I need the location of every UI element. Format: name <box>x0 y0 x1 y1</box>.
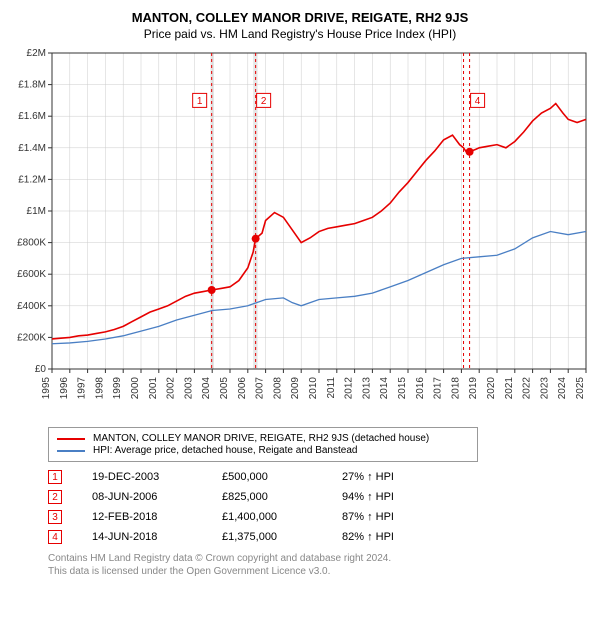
legend-label: HPI: Average price, detached house, Reig… <box>93 445 357 456</box>
event-pct: 87% ↑ HPI <box>342 511 462 523</box>
legend-swatch <box>57 438 85 440</box>
event-pct: 82% ↑ HPI <box>342 531 462 543</box>
svg-text:£2M: £2M <box>27 49 46 59</box>
svg-text:2: 2 <box>261 96 267 107</box>
svg-text:2009: 2009 <box>290 377 301 400</box>
event-price: £1,375,000 <box>222 531 342 543</box>
svg-text:1998: 1998 <box>94 377 105 400</box>
legend-row: MANTON, COLLEY MANOR DRIVE, REIGATE, RH2… <box>57 433 469 444</box>
svg-text:2007: 2007 <box>255 377 266 400</box>
chart-container: MANTON, COLLEY MANOR DRIVE, REIGATE, RH2… <box>0 0 600 584</box>
svg-text:2003: 2003 <box>183 377 194 400</box>
svg-text:2024: 2024 <box>557 377 568 400</box>
events-table: 1 19-DEC-2003£500,00027% ↑ HPI 2 08-JUN-200… <box>48 470 592 544</box>
event-date: 19-DEC-2003 <box>92 471 222 483</box>
svg-text:2004: 2004 <box>201 377 212 400</box>
event-price: £500,000 <box>222 471 342 483</box>
svg-text:1995: 1995 <box>41 377 52 400</box>
legend-row: HPI: Average price, detached house, Reig… <box>57 445 469 456</box>
event-date: 14-JUN-2018 <box>92 531 222 543</box>
svg-text:1: 1 <box>197 96 203 107</box>
svg-text:£0: £0 <box>35 364 47 375</box>
svg-text:2010: 2010 <box>308 377 319 400</box>
svg-text:2013: 2013 <box>361 377 372 400</box>
svg-text:2015: 2015 <box>397 377 408 400</box>
event-badge: 3 <box>48 510 62 524</box>
footer-line1: Contains HM Land Registry data © Crown c… <box>48 552 592 565</box>
svg-text:2006: 2006 <box>237 377 248 400</box>
event-price: £1,400,000 <box>222 511 342 523</box>
event-pct: 94% ↑ HPI <box>342 491 462 503</box>
chart-title: MANTON, COLLEY MANOR DRIVE, REIGATE, RH2… <box>8 10 592 25</box>
event-pct: 27% ↑ HPI <box>342 471 462 483</box>
svg-text:2005: 2005 <box>219 377 230 400</box>
svg-text:2022: 2022 <box>522 377 533 400</box>
svg-text:2020: 2020 <box>486 377 497 400</box>
footer-attribution: Contains HM Land Registry data © Crown c… <box>48 552 592 578</box>
svg-text:2000: 2000 <box>130 377 141 400</box>
svg-text:£1M: £1M <box>27 206 46 217</box>
svg-text:2008: 2008 <box>272 377 283 400</box>
svg-text:£1.8M: £1.8M <box>18 80 46 91</box>
event-row: 3 12-FEB-2018£1,400,00087% ↑ HPI <box>48 510 592 524</box>
event-row: 2 08-JUN-2006£825,00094% ↑ HPI <box>48 490 592 504</box>
svg-text:2016: 2016 <box>415 377 426 400</box>
legend: MANTON, COLLEY MANOR DRIVE, REIGATE, RH2… <box>48 427 478 462</box>
svg-text:1996: 1996 <box>59 377 70 400</box>
chart-plot: £0 £200K £400K £600K £800K £1M £1.2M £1.4M £1.6M… <box>8 49 592 419</box>
svg-text:2014: 2014 <box>379 377 390 400</box>
event-badge: 2 <box>48 490 62 504</box>
svg-text:2018: 2018 <box>450 377 461 400</box>
svg-text:2011: 2011 <box>326 377 337 399</box>
chart-subtitle: Price paid vs. HM Land Registry's House … <box>8 27 592 41</box>
svg-text:2023: 2023 <box>539 377 550 400</box>
svg-text:1997: 1997 <box>77 377 88 400</box>
svg-text:2025: 2025 <box>575 377 586 400</box>
svg-text:£1.2M: £1.2M <box>18 174 46 185</box>
svg-text:2002: 2002 <box>166 377 177 400</box>
footer-line2: This data is licensed under the Open Gov… <box>48 565 592 578</box>
chart-svg: £0 £200K £400K £600K £800K £1M £1.2M £1.4M £1.6M… <box>8 49 592 419</box>
svg-text:2021: 2021 <box>504 377 515 400</box>
event-date: 08-JUN-2006 <box>92 491 222 503</box>
svg-text:£200K: £200K <box>17 332 46 343</box>
svg-text:£600K: £600K <box>17 269 46 280</box>
event-row: 1 19-DEC-2003£500,00027% ↑ HPI <box>48 470 592 484</box>
svg-text:£400K: £400K <box>17 301 46 312</box>
event-price: £825,000 <box>222 491 342 503</box>
svg-text:£800K: £800K <box>17 238 46 249</box>
event-badge: 1 <box>48 470 62 484</box>
svg-text:2019: 2019 <box>468 377 479 400</box>
svg-text:2017: 2017 <box>433 377 444 400</box>
event-date: 12-FEB-2018 <box>92 511 222 523</box>
svg-text:2001: 2001 <box>148 377 159 400</box>
legend-swatch <box>57 450 85 452</box>
svg-text:1999: 1999 <box>112 377 123 400</box>
legend-label: MANTON, COLLEY MANOR DRIVE, REIGATE, RH2… <box>93 433 429 444</box>
svg-text:2012: 2012 <box>344 377 355 400</box>
svg-text:4: 4 <box>475 96 481 107</box>
svg-text:£1.4M: £1.4M <box>18 143 46 154</box>
svg-text:£1.6M: £1.6M <box>18 111 46 122</box>
event-row: 4 14-JUN-2018£1,375,00082% ↑ HPI <box>48 530 592 544</box>
event-badge: 4 <box>48 530 62 544</box>
